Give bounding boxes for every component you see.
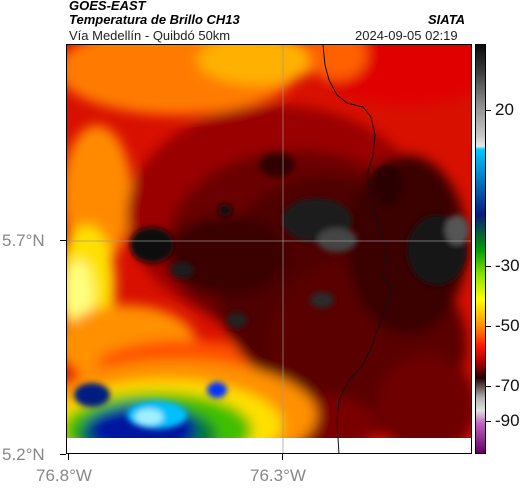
lat-tick-label: 5.2°N xyxy=(2,445,45,464)
organization-label: SIATA xyxy=(428,12,466,27)
datetime-label: 2024-09-05 02:19 xyxy=(355,28,458,43)
map-area[interactable] xyxy=(66,44,472,454)
border-line xyxy=(322,45,393,453)
colorbar-tick-mark xyxy=(486,110,491,111)
brightness-temperature-field xyxy=(67,45,471,453)
satellite-title: GOES-EAST xyxy=(69,0,146,13)
colorbar-tick-label: -50 xyxy=(495,316,520,335)
colorbar-tick-mark xyxy=(486,421,491,422)
lon-tick-mark xyxy=(282,454,283,460)
lat-tick-mark xyxy=(60,240,66,241)
colorbar-tick-label: -90 xyxy=(495,411,520,430)
lon-tick-mark xyxy=(68,454,69,460)
colorbar-tick-mark xyxy=(486,266,491,267)
lon-tick-label: 76.3°W xyxy=(250,466,306,485)
no-data-strip xyxy=(67,438,471,453)
region-subtitle: Vía Medellín - Quibdó 50km xyxy=(69,28,231,43)
colorbar-tick-label: -70 xyxy=(495,376,520,395)
product-title: Temperatura de Brillo CH13 xyxy=(69,12,240,27)
colorbar-tick-mark xyxy=(486,386,491,387)
colorbar-tick-label: -30 xyxy=(495,256,520,275)
lon-tick-label: 76.8°W xyxy=(36,466,92,485)
lat-tick-label: 5.7°N xyxy=(2,231,45,250)
colorbar-tick-mark xyxy=(486,326,491,327)
colorbar-tick-label: 20 xyxy=(495,100,514,119)
cloud-top-details xyxy=(74,153,469,429)
lat-tick-mark xyxy=(60,454,66,455)
colorbar xyxy=(475,44,486,454)
